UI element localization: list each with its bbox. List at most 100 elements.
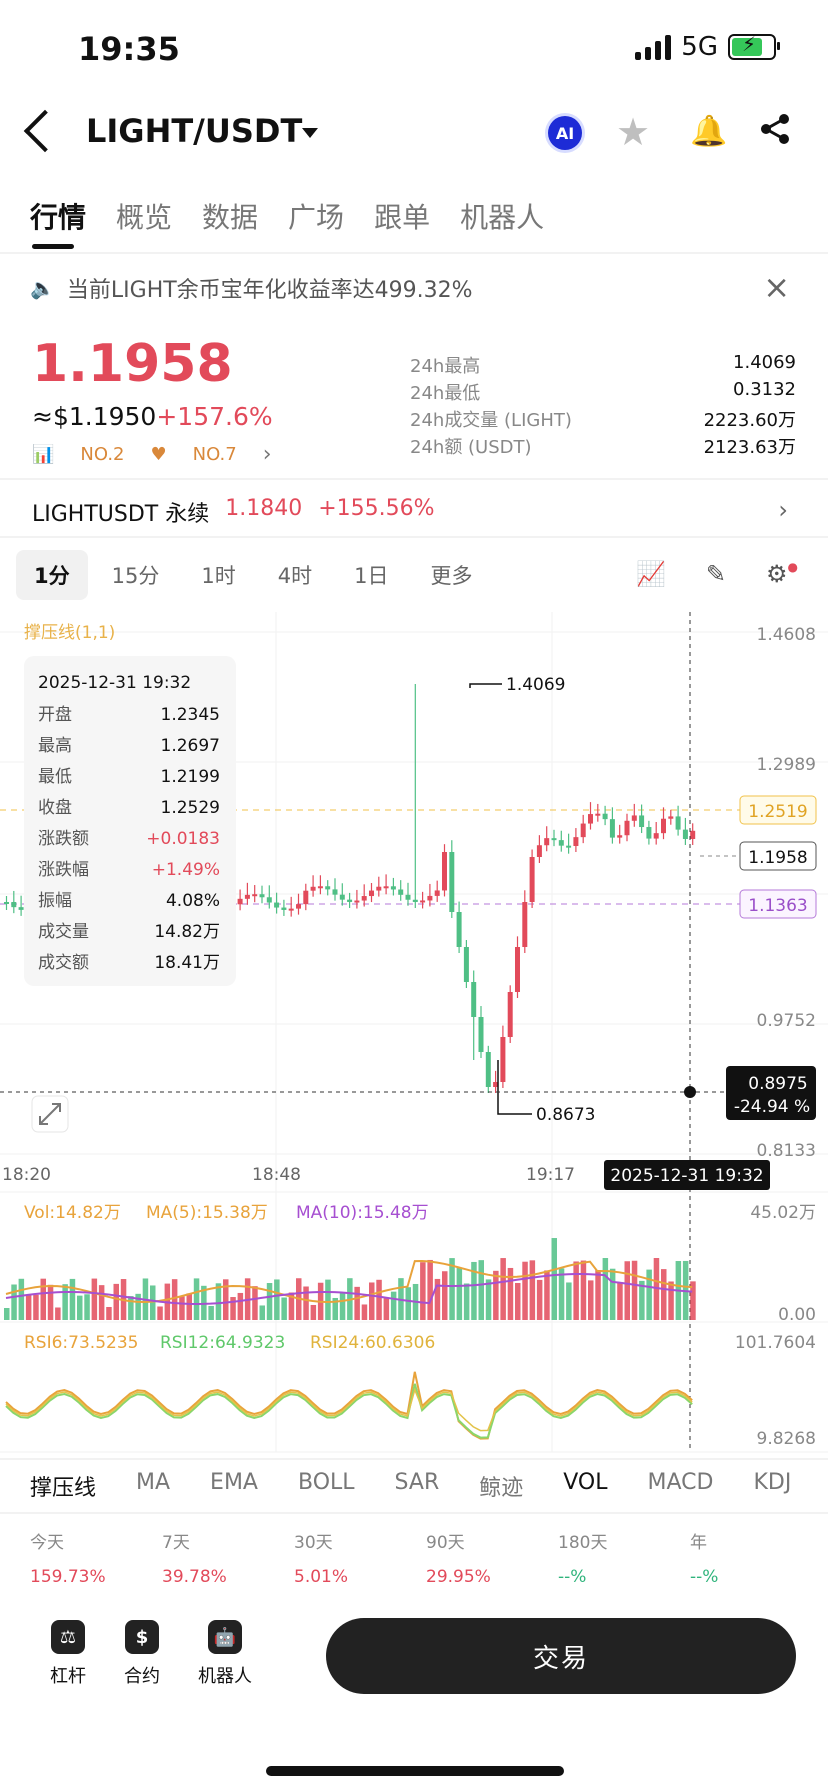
performance-row: 今天 159.73% 7天 39.78% 30天 5.01% 90天 29.95% 18… — [30, 1528, 800, 1587]
tf-15m[interactable]: 15分 — [111, 564, 160, 588]
candle-body — [420, 900, 426, 903]
volume-bar — [588, 1280, 594, 1320]
x-tick: 19:17 — [526, 1165, 575, 1185]
candle-body — [449, 852, 455, 912]
ai-button[interactable]: AI — [548, 116, 582, 150]
volume-bar — [609, 1268, 616, 1320]
ind-tab-kdj[interactable]: KDJ — [753, 1470, 792, 1495]
back-icon[interactable] — [23, 109, 67, 153]
low-mark-line — [497, 1060, 532, 1115]
alert-bell-icon[interactable]: 🔔 — [690, 114, 728, 149]
close-icon[interactable]: × — [763, 268, 790, 306]
x-tick: 18:48 — [252, 1165, 301, 1185]
volume-bar — [442, 1271, 448, 1320]
volume-bar — [77, 1295, 83, 1320]
share-icon[interactable] — [758, 112, 792, 150]
perp-row[interactable]: LIGHTUSDT 永续 1.1840 +155.56% — [32, 496, 435, 528]
tooltip-label: 开盘 — [38, 705, 72, 725]
crosshair-time-tag — [604, 1160, 770, 1190]
indicator-label: 撑压线(1,1) — [24, 623, 115, 643]
candle-body — [507, 992, 513, 1037]
ind-tab-boll[interactable]: BOLL — [297, 1470, 355, 1495]
volume-bar — [215, 1283, 222, 1320]
volume-bar — [201, 1285, 207, 1320]
notice-text: 当前LIGHT余币宝年化收益率达499.32% — [66, 278, 473, 303]
kline-chart[interactable]: 撑压线(1,1) 1.4608 1.2989 0.9752 0.8133 18:… — [0, 612, 828, 1462]
volume-bar — [208, 1305, 214, 1320]
volume-bar — [661, 1269, 667, 1320]
volume-bar — [449, 1258, 455, 1320]
settings-gear-icon[interactable]: ⚙● — [766, 560, 798, 588]
rsi24-label: RSI24:60.6306 — [310, 1333, 435, 1353]
volume-bar — [179, 1296, 185, 1320]
notice-banner[interactable]: 🔈 当前LIGHT余币宝年化收益率达499.32% — [30, 272, 473, 304]
indicator-icon[interactable]: 📈 — [636, 560, 666, 588]
tab-bot[interactable]: 机器人 — [460, 201, 545, 234]
rank-row[interactable]: 📊 NO.2 ♥ NO.7 › — [32, 442, 272, 467]
trade-button[interactable]: 交易 — [326, 1618, 796, 1694]
tab-market[interactable]: 行情 — [30, 201, 87, 234]
volume-bar — [405, 1287, 411, 1320]
ind-tab-vol[interactable]: VOL — [563, 1470, 608, 1495]
ma10-line — [5, 1273, 693, 1305]
tooltip-label: 最低 — [38, 767, 72, 787]
tooltip-rows: 开盘 1.2345 最高 1.2697 最低 1.2199 收盘 1.2529 涨跌额 +0.01… — [38, 705, 220, 973]
ind-tab-support[interactable]: 撑压线 — [30, 1476, 97, 1501]
volume-bar — [631, 1260, 638, 1320]
nav-contract[interactable]: $ 合约 — [124, 1620, 160, 1688]
volume-bar — [529, 1260, 536, 1320]
candle-body — [529, 857, 535, 902]
tooltip-label: 振幅 — [38, 891, 72, 911]
rsi12-label: RSI12:64.9323 — [160, 1333, 285, 1353]
chart-area[interactable]: 撑压线(1,1) 1.4608 1.2989 0.9752 0.8133 18:… — [0, 612, 828, 1466]
tab-overview[interactable]: 概览 — [116, 201, 173, 234]
draw-icon[interactable]: ✎ — [705, 560, 726, 588]
stat-row: 24h成交量 (LIGHT) 2223.60万 — [410, 410, 796, 431]
volume-bar — [223, 1279, 229, 1320]
volume-bar — [98, 1285, 105, 1320]
tooltip-value: 1.2529 — [161, 798, 220, 818]
chevron-right-icon[interactable]: › — [778, 496, 788, 524]
pair-dropdown-icon[interactable] — [302, 128, 318, 138]
nav-leverage[interactable]: ⚖ 杠杆 — [50, 1620, 86, 1688]
candle-body — [274, 902, 280, 908]
tf-1h[interactable]: 1时 — [201, 564, 236, 588]
tab-copy-trade[interactable]: 跟单 — [374, 201, 431, 234]
divider — [0, 536, 828, 538]
candle-body — [682, 829, 688, 839]
vol-label: Vol:14.82万 — [24, 1203, 121, 1223]
tf-4h[interactable]: 4时 — [277, 564, 313, 588]
tf-more[interactable]: 更多 — [430, 564, 473, 588]
volume-bar — [113, 1283, 119, 1320]
volume-bar — [40, 1278, 46, 1320]
expand-icon[interactable] — [31, 1095, 69, 1133]
resistance-value: 1.2519 — [748, 802, 807, 822]
robot-icon: 🤖 — [208, 1620, 242, 1654]
tab-data[interactable]: 数据 — [202, 201, 259, 234]
candle-body — [398, 889, 404, 895]
volume-bar — [551, 1238, 557, 1320]
favorite-star-icon[interactable]: ★ — [616, 110, 651, 154]
candle-body — [544, 838, 550, 846]
status-time: 19:35 — [78, 30, 180, 68]
nav-robot[interactable]: 🤖 机器人 — [198, 1620, 252, 1688]
tf-1d[interactable]: 1日 — [354, 564, 389, 588]
tab-square[interactable]: 广场 — [288, 201, 345, 234]
tf-1m[interactable]: 1分 — [16, 550, 88, 600]
volume-bar — [566, 1282, 572, 1320]
ind-tab-macd[interactable]: MACD — [647, 1470, 714, 1495]
pair-title[interactable]: LIGHT/USDT — [86, 112, 303, 150]
candle-body — [339, 894, 345, 900]
ind-tab-sar[interactable]: SAR — [394, 1470, 440, 1495]
candle-body — [653, 833, 659, 839]
network-label: 5G — [681, 32, 718, 62]
ind-tab-whale[interactable]: 鲸迹 — [479, 1476, 524, 1501]
contract-icon: $ — [125, 1620, 159, 1654]
ind-tab-ema[interactable]: EMA — [210, 1470, 258, 1495]
volume-bar — [62, 1284, 68, 1320]
volume-bar — [580, 1260, 587, 1320]
candle-body — [675, 816, 681, 830]
rsi12-line — [5, 1383, 693, 1439]
candle-body — [252, 894, 258, 897]
ind-tab-ma[interactable]: MA — [136, 1470, 171, 1495]
